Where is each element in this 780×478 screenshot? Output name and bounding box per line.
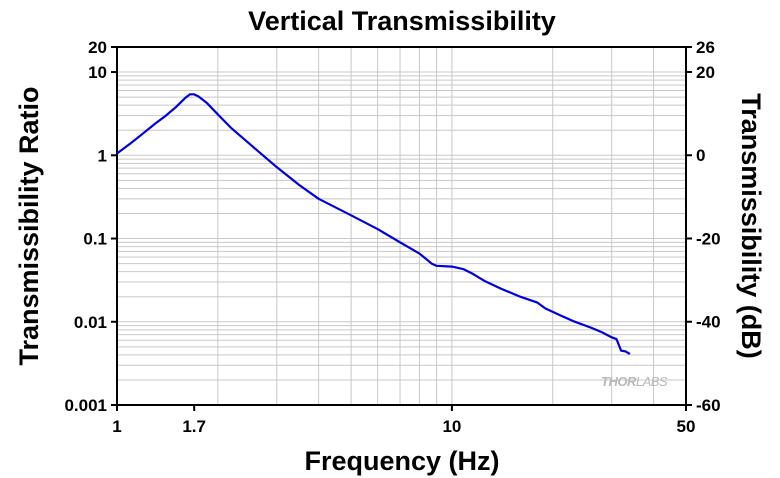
y-axis-label: Transmissibility Ratio [14,86,44,365]
y2-tick-label: 26 [696,38,715,57]
x-tick-label: 1.7 [182,417,206,436]
chart-title: Vertical Transmissibility [248,6,556,36]
watermark-thor: THOR [601,374,637,389]
y2-tick-label: -20 [696,229,721,248]
y-tick-label: 0.001 [64,396,107,415]
y2-tick-label: -40 [696,313,721,332]
svg-text:THORLABS: THORLABS [601,374,668,389]
y-tick-label: 10 [88,63,107,82]
plot-area [116,46,687,406]
grid-lines [117,47,686,405]
x-tick-label: 10 [442,417,461,436]
x-axis-label: Frequency (Hz) [304,446,499,476]
y-tick-label: 0.1 [83,230,107,249]
axis-ticks [111,46,692,411]
x-tick-label: 50 [677,417,696,436]
y2-tick-label: 20 [696,63,715,82]
y-tick-label: 1 [98,146,107,165]
y-tick-label: 20 [88,38,107,57]
tick-labels: 1 1.7 10 50 0.001 0.01 0.1 1 10 20 -60 -40 -20 0 20 26 [64,38,720,436]
y2-tick-label: 0 [696,146,705,165]
x-tick-label: 1 [112,417,121,436]
y2-axis-label: Transmissibility (dB) [736,93,766,359]
thorlabs-watermark: THORLABS [601,374,668,389]
watermark-labs: LABS [636,374,668,389]
y2-tick-label: -60 [696,396,721,415]
y-tick-label: 0.01 [74,313,107,332]
transmissibility-curve [116,93,631,355]
